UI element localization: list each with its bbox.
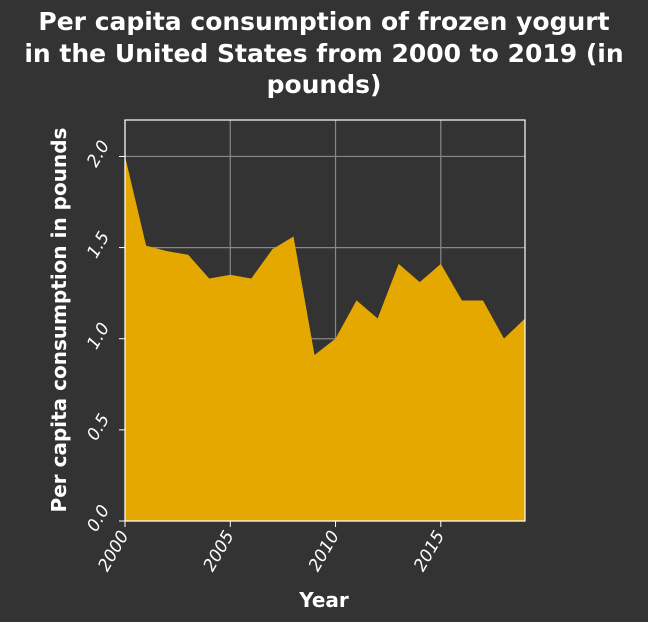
plot-frame (124, 119, 526, 522)
x-tick-label: 2010 (305, 528, 344, 575)
y-tick-label: 0.5 (83, 411, 114, 444)
chart-title-line-2: in the United States from 2000 to 2019 (… (24, 39, 623, 68)
y-tick-label: 2.0 (83, 137, 114, 170)
y-axis-title: Per capita consumption in pounds (47, 128, 71, 513)
chart-title-line-1: Per capita consumption of frozen yogurt (38, 7, 609, 36)
y-tick-label: 1.0 (83, 320, 114, 353)
y-tick-label: 0.0 (83, 502, 114, 535)
x-tick-label: 2005 (200, 528, 239, 575)
chart-title-line-3: pounds) (267, 70, 382, 99)
y-tick-label: 1.5 (83, 228, 114, 261)
x-tick-label: 2015 (410, 528, 449, 575)
x-axis-title: Year (298, 588, 349, 612)
area-fill (125, 156, 525, 522)
